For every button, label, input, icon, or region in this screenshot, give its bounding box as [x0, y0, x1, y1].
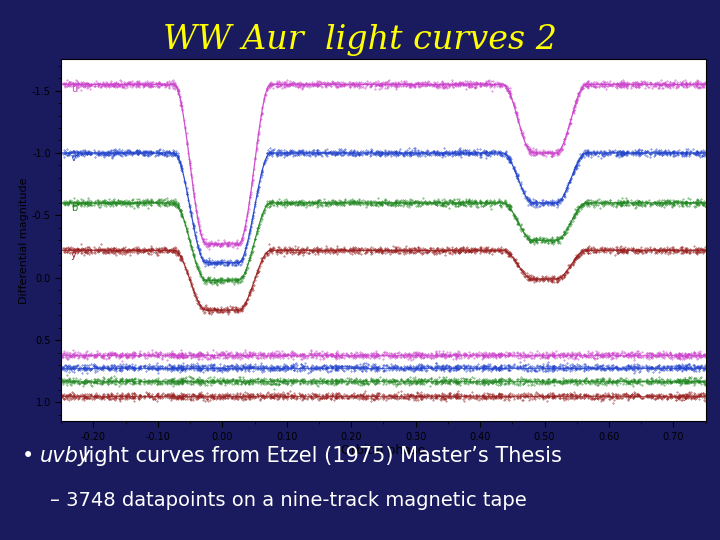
Text: u: u — [71, 84, 77, 94]
Text: light curves from Etzel (1975) Master’s Thesis: light curves from Etzel (1975) Master’s … — [76, 446, 562, 465]
Text: – 3748 datapoints on a nine-track magnetic tape: – 3748 datapoints on a nine-track magnet… — [50, 491, 527, 510]
Text: y: y — [683, 392, 688, 401]
Text: b: b — [71, 203, 77, 213]
Text: v: v — [683, 363, 688, 372]
Text: uvby: uvby — [40, 446, 91, 465]
X-axis label: Orbital phase: Orbital phase — [341, 444, 426, 457]
Text: b: b — [683, 377, 688, 386]
Text: v: v — [71, 153, 76, 163]
Text: •: • — [22, 446, 40, 465]
Y-axis label: Differential magnitude: Differential magnitude — [19, 177, 29, 303]
Text: u: u — [683, 350, 688, 360]
Text: WW Aur  light curves 2: WW Aur light curves 2 — [163, 24, 557, 56]
Text: y: y — [71, 250, 76, 260]
